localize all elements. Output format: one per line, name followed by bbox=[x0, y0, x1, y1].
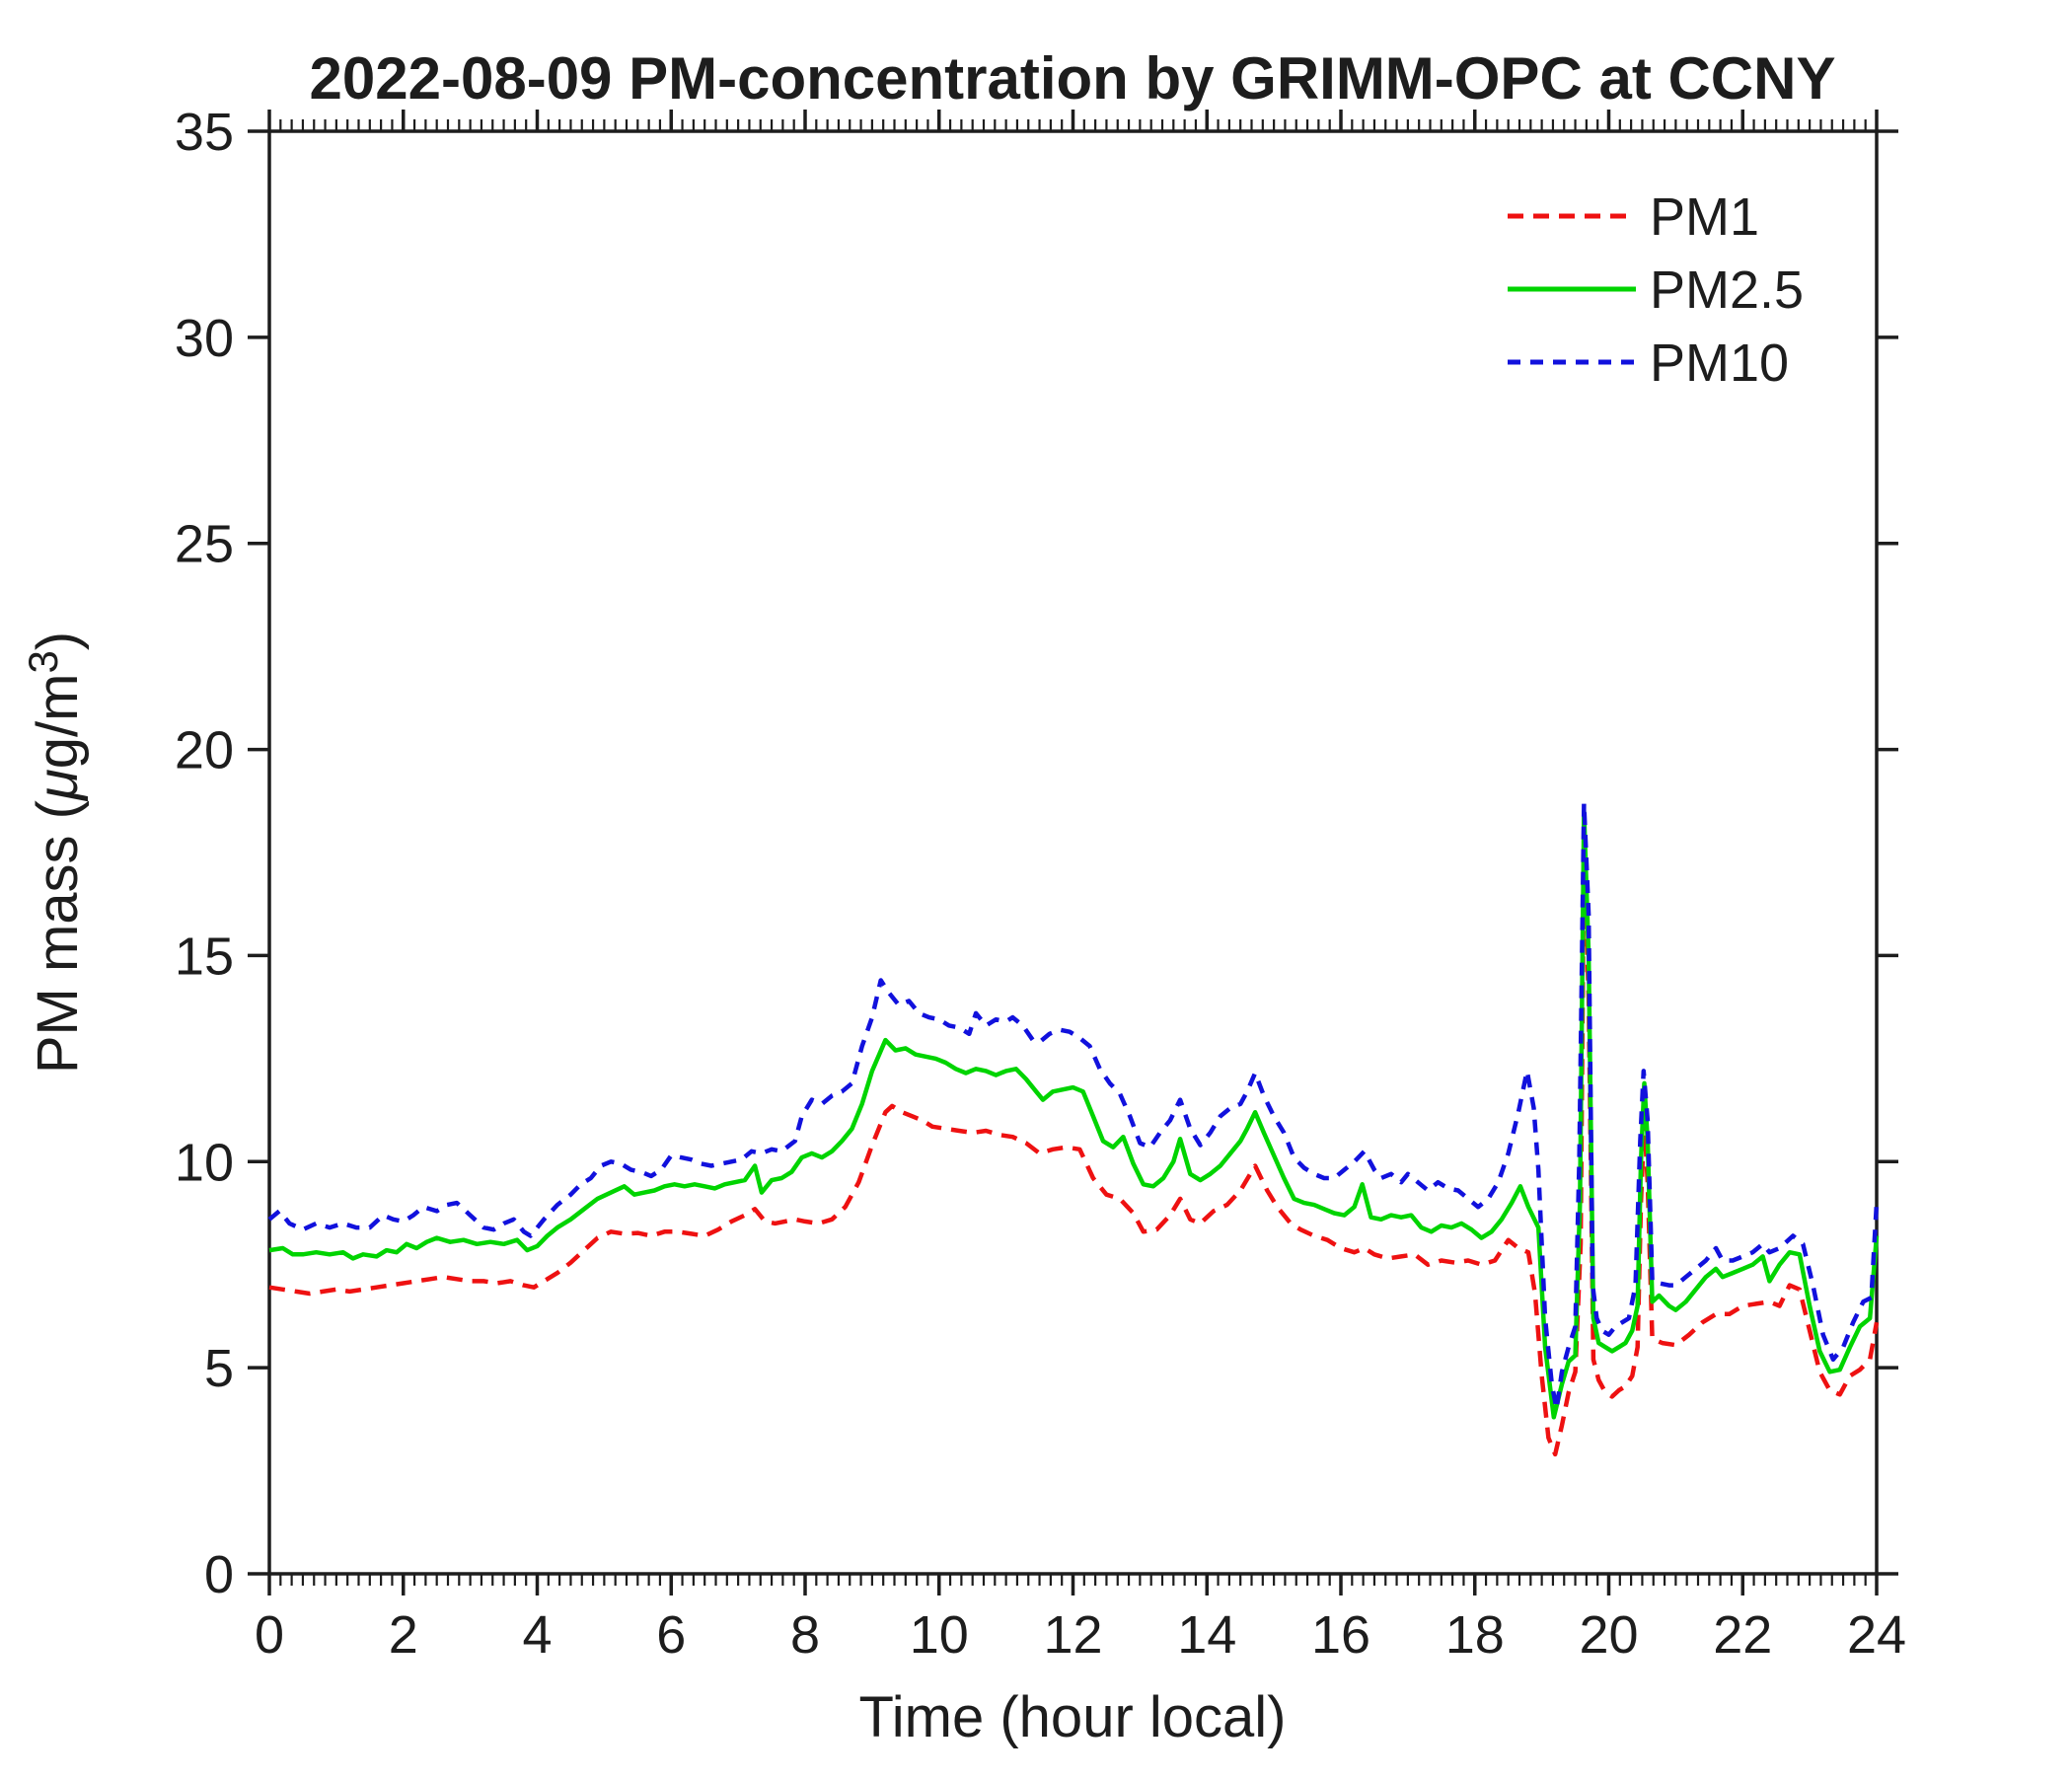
x-tick-label: 22 bbox=[1713, 1605, 1772, 1665]
chart-title: 2022-08-09 PM-concentration by GRIMM-OPC… bbox=[310, 45, 1836, 111]
x-tick-label: 8 bbox=[790, 1605, 820, 1665]
x-tick-label: 14 bbox=[1177, 1605, 1236, 1665]
legend-entry-pm25: PM2.5 bbox=[1508, 260, 1804, 320]
y-tick-label: 0 bbox=[204, 1545, 234, 1604]
x-tick-label: 16 bbox=[1311, 1605, 1370, 1665]
plot-box bbox=[267, 129, 1879, 1576]
x-axis-label: Time (hour local) bbox=[859, 1685, 1287, 1749]
x-tick-label: 20 bbox=[1579, 1605, 1638, 1665]
x-tick-label: 6 bbox=[656, 1605, 686, 1665]
legend-label-pm10: PM10 bbox=[1650, 334, 1789, 393]
legend-entry-pm10: PM10 bbox=[1508, 334, 1789, 393]
series-line-pm25 bbox=[268, 808, 1880, 1420]
x-tick-label: 4 bbox=[522, 1605, 552, 1665]
series-group bbox=[267, 800, 1880, 1457]
legend-label-pm1: PM1 bbox=[1650, 187, 1759, 247]
x-tick-label: 24 bbox=[1847, 1605, 1906, 1665]
x-tick-label: 18 bbox=[1445, 1605, 1505, 1665]
y-tick-label: 5 bbox=[204, 1339, 234, 1398]
x-tick-label: 12 bbox=[1043, 1605, 1102, 1665]
y-tick-label: 15 bbox=[175, 927, 234, 986]
x-tick-label: 10 bbox=[910, 1605, 969, 1665]
y-tick-label: 35 bbox=[175, 103, 234, 162]
legend: PM1 PM2.5 PM10 bbox=[1508, 187, 1804, 393]
series-line-pm1 bbox=[268, 838, 1880, 1457]
x-tick-label: 0 bbox=[255, 1605, 284, 1665]
y-tick-label: 30 bbox=[175, 309, 234, 368]
y-tick-label: 20 bbox=[175, 721, 234, 780]
y-tick-label: 10 bbox=[175, 1133, 234, 1192]
series-line-pm10 bbox=[267, 800, 1880, 1412]
legend-label-pm25: PM2.5 bbox=[1650, 260, 1804, 320]
legend-entry-pm1: PM1 bbox=[1508, 187, 1759, 247]
y-tick-label: 25 bbox=[175, 515, 234, 574]
y-axis-label: PM mass (μg/m3) bbox=[20, 631, 90, 1074]
x-tick-label: 2 bbox=[389, 1605, 418, 1665]
